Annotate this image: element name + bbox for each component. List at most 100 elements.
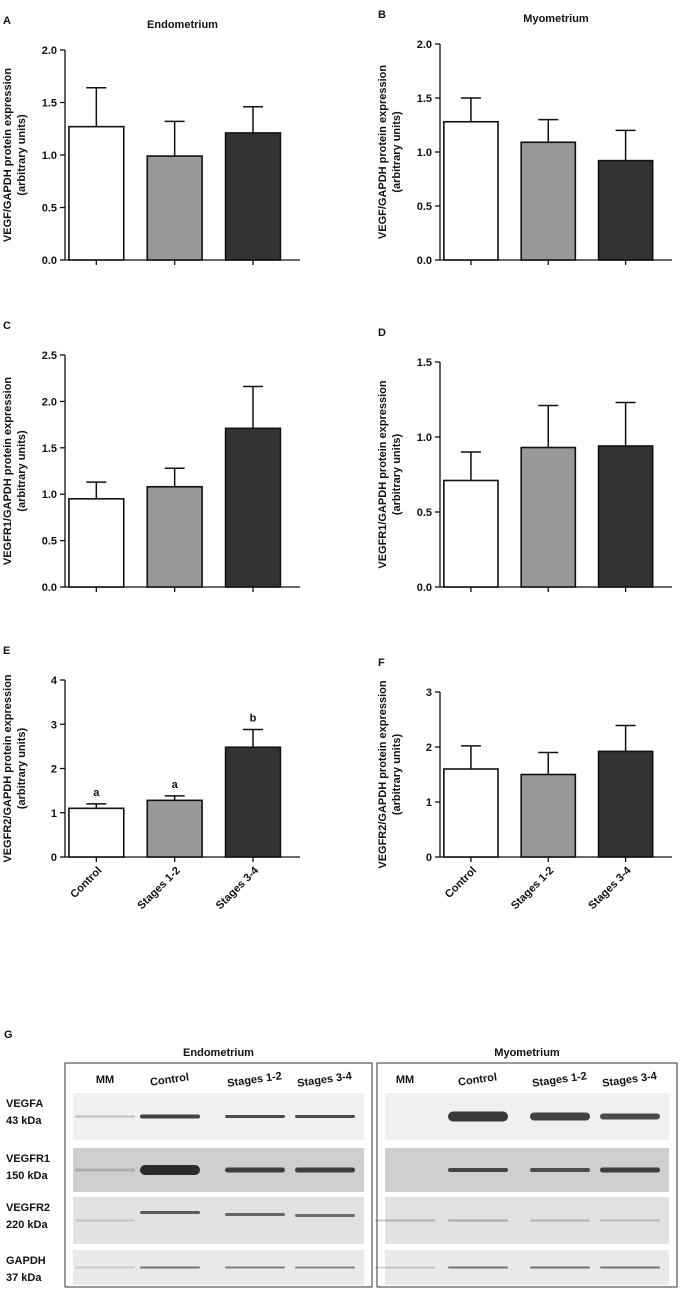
row-kda: 220 kDa: [6, 1219, 48, 1231]
bar: [224, 132, 282, 261]
blot-band: [295, 1214, 355, 1217]
row-label: VEGFR2: [6, 1202, 50, 1214]
y-tick-label: 0: [51, 852, 57, 864]
y-axis-label: (arbitrary units): [391, 434, 403, 516]
y-tick-label: 0.0: [417, 255, 432, 267]
y-tick-label: 2.0: [417, 39, 432, 51]
lane-label: Control: [457, 1071, 497, 1088]
significance-label: a: [172, 779, 179, 791]
lane-label: Stages 1-2: [531, 1070, 587, 1090]
y-tick-label: 2.5: [42, 350, 57, 362]
bar: [443, 479, 499, 588]
bar: [597, 750, 654, 858]
blot-band: [530, 1219, 590, 1222]
y-tick-label: 0: [426, 852, 432, 864]
y-tick-label: 3: [51, 719, 57, 731]
x-tick-label: Stages 1-2: [135, 865, 182, 912]
bar: [520, 773, 577, 858]
lane-label: MM: [396, 1074, 414, 1086]
blot-band: [140, 1266, 200, 1269]
y-tick-label: 1: [426, 797, 432, 809]
blot-band: [140, 1165, 200, 1175]
y-axis-label: VEGF/GAPDH protein expression: [377, 65, 389, 239]
lane-label: Stages 3-4: [296, 1070, 353, 1090]
bar: [597, 445, 654, 588]
x-tick-label: Stages 3-4: [214, 864, 262, 912]
blot-band: [225, 1213, 285, 1216]
y-tick-label: 1.0: [417, 432, 432, 444]
row-label: VEGFA: [6, 1098, 43, 1110]
y-axis-label: VEGFR2/GAPDH protein expression: [377, 680, 389, 869]
blot-band: [75, 1168, 135, 1172]
blot-band: [140, 1114, 200, 1119]
bar: [443, 768, 499, 858]
y-tick-label: 4: [51, 675, 58, 687]
blot-band: [140, 1211, 200, 1214]
blot-band: [225, 1167, 285, 1173]
bar: [520, 141, 577, 261]
region-title: Myometrium: [494, 1047, 560, 1059]
blot-band: [448, 1111, 508, 1122]
bar: [520, 446, 577, 588]
row-label: GAPDH: [6, 1255, 46, 1267]
y-tick-label: 0.0: [42, 255, 57, 267]
y-axis-label: VEGFR1/GAPDH protein expression: [377, 380, 389, 569]
blot-band: [600, 1266, 660, 1269]
blot-band: [225, 1266, 285, 1269]
row-kda: 150 kDa: [6, 1170, 48, 1182]
panel-letter: D: [378, 327, 386, 339]
blot-band: [448, 1219, 508, 1222]
lane-label: MM: [96, 1074, 114, 1086]
blot-band: [375, 1219, 435, 1222]
blot-band: [75, 1219, 135, 1222]
y-tick-label: 1.5: [42, 443, 57, 455]
y-axis-label: (arbitrary units): [391, 111, 403, 193]
panel-letter: B: [378, 9, 386, 21]
y-tick-label: 0.5: [42, 536, 57, 548]
blot-band: [75, 1115, 135, 1118]
bar: [597, 159, 654, 261]
blot-band: [75, 1266, 135, 1269]
y-tick-label: 0.0: [417, 582, 432, 594]
bar: [443, 120, 499, 261]
row-label: VEGFR1: [6, 1153, 50, 1165]
significance-label: a: [93, 787, 100, 799]
blot-frame: [376, 1062, 678, 1288]
x-tick-label: Stages 1-2: [509, 865, 556, 912]
blot-band: [530, 1168, 590, 1172]
row-kda: 37 kDa: [6, 1272, 42, 1284]
y-tick-label: 1.0: [417, 147, 432, 159]
blot-band: [295, 1115, 355, 1118]
blot-band: [600, 1113, 660, 1120]
y-tick-label: 1.0: [42, 150, 57, 162]
blot-band: [225, 1115, 285, 1118]
y-tick-label: 2: [51, 764, 57, 776]
x-tick-label: Control: [68, 865, 104, 901]
y-axis-label: (arbitrary units): [16, 114, 28, 196]
y-tick-label: 3: [426, 687, 432, 699]
blot-strip: [385, 1197, 669, 1244]
lane-label: Stages 3-4: [601, 1070, 658, 1090]
chart-title: Myometrium: [523, 13, 589, 25]
lane-label: Control: [149, 1071, 189, 1088]
y-tick-label: 0.0: [42, 582, 57, 594]
y-axis-label: VEGFR2/GAPDH protein expression: [2, 674, 14, 863]
panel-letter: F: [378, 657, 385, 669]
y-axis-label: (arbitrary units): [16, 430, 28, 512]
y-axis-label: (arbitrary units): [16, 728, 28, 810]
panel-letter: C: [3, 320, 11, 332]
bar: [68, 125, 125, 261]
bar: [146, 485, 203, 588]
y-axis-label: (arbitrary units): [391, 734, 403, 816]
y-tick-label: 2.0: [42, 45, 57, 57]
blot-band: [600, 1167, 660, 1173]
significance-label: b: [250, 713, 257, 725]
y-axis-label: VEGF/GAPDH protein expression: [2, 68, 14, 242]
chart-title: Endometrium: [147, 19, 218, 31]
lane-label: Stages 1-2: [226, 1070, 282, 1090]
y-tick-label: 0.5: [417, 201, 432, 213]
y-tick-label: 1.0: [42, 489, 57, 501]
y-tick-label: 0.5: [42, 203, 57, 215]
bar: [68, 498, 125, 588]
